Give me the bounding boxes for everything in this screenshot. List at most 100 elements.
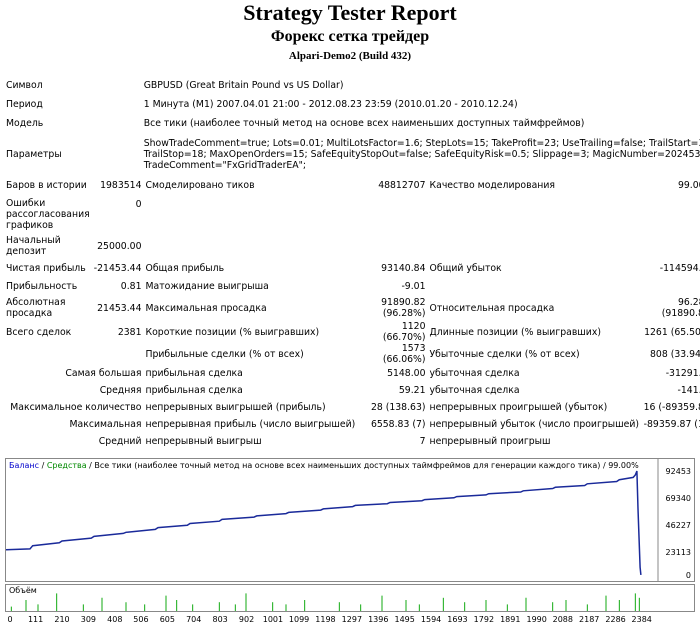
avg-cons-wins-value: 7 bbox=[419, 436, 426, 447]
period-label: Период bbox=[6, 99, 43, 110]
x-tick-label: 1792 bbox=[473, 615, 495, 624]
max-count-label: Максимальное количество bbox=[10, 402, 142, 413]
average-profit-value: 59.21 bbox=[398, 385, 426, 396]
period-value: 1 Минута (M1) 2007.04.01 21:00 - 2012.08… bbox=[143, 99, 518, 110]
errors-value: 0 bbox=[135, 199, 142, 210]
volume-plot bbox=[10, 593, 640, 611]
x-tick-label: 1990 bbox=[526, 615, 547, 624]
average-loss-label: убыточная сделка bbox=[429, 385, 520, 396]
x-tick-label: 1099 bbox=[288, 615, 310, 624]
profit-trades-value: 1573 (66.06%) bbox=[382, 343, 426, 365]
largest-loss-value: -31291.40 bbox=[665, 368, 700, 379]
deposit-label: Начальный депозит bbox=[6, 235, 61, 257]
avg-cons-losses-value: 4 bbox=[641, 433, 700, 450]
x-tick-label: 309 bbox=[80, 615, 97, 624]
x-tick-label: 111 bbox=[27, 615, 44, 624]
max-cons-wins-value: 28 (138.63) bbox=[370, 402, 426, 413]
errors-label: Ошибки рассогласования графиков bbox=[6, 197, 90, 231]
bars-value: 1983514 bbox=[100, 179, 142, 191]
maximal-profit-value: 6558.83 (7) bbox=[370, 419, 426, 430]
balance-series-line bbox=[5, 470, 642, 575]
maximal-profit-label: непрерывная прибыль (число выигрышей) bbox=[145, 419, 356, 430]
x-tick-label: 2286 bbox=[605, 615, 626, 624]
x-tick-label: 1495 bbox=[394, 615, 415, 624]
gross-profit-value: 93140.84 bbox=[381, 262, 426, 274]
report-title: Strategy Tester Report bbox=[243, 0, 457, 25]
max-drawdown-label: Максимальная просадка bbox=[145, 302, 267, 314]
max-cons-losses-value: 16 (-89359.87) bbox=[643, 402, 700, 413]
params-label: Параметры bbox=[6, 148, 62, 160]
total-trades-label: Всего сделок bbox=[6, 326, 72, 338]
x-tick-label: 506 bbox=[133, 615, 149, 624]
maximal-loss-value: -89359.87 (16) bbox=[643, 419, 700, 430]
x-tick-label: 2088 bbox=[552, 615, 573, 624]
x-tick-label: 1891 bbox=[500, 615, 521, 624]
max-cons-wins-label: непрерывных выигрышей (прибыль) bbox=[145, 402, 326, 413]
x-tick-label: 605 bbox=[159, 615, 175, 624]
symbol-label: Символ bbox=[6, 80, 43, 91]
params-value: ShowTradeComment=true; Lots=0.01; MultiL… bbox=[92, 133, 700, 175]
x-tick-label: 1396 bbox=[368, 615, 389, 624]
largest-label: Самая большая bbox=[65, 368, 142, 379]
gross-profit-label: Общая прибыль bbox=[145, 262, 225, 274]
average-label: Средняя bbox=[99, 385, 142, 396]
profit-factor-value: 0.81 bbox=[120, 280, 142, 292]
maximal-label: Максимальная bbox=[69, 419, 142, 430]
legend-balance: Баланс bbox=[9, 461, 40, 470]
report-table: Символ GBPUSD (Great Britain Pound vs US… bbox=[4, 76, 700, 450]
short-positions-label: Короткие позиции (% выигравших) bbox=[145, 326, 320, 338]
y-tick-label: 92453 bbox=[666, 467, 691, 476]
rel-drawdown-value: 96.28% (91890.82) bbox=[661, 297, 700, 319]
payoff-value: -9.01 bbox=[401, 280, 426, 292]
x-tick-label: 1297 bbox=[341, 615, 363, 624]
avg-cons-wins-label: непрерывный выигрыш bbox=[145, 436, 262, 447]
x-tick-label: 2384 bbox=[631, 615, 652, 624]
params-line: TradeComment="FxGridTraderEA"; bbox=[143, 159, 307, 171]
legend-equity: Средства bbox=[46, 461, 87, 470]
volume-label: Объём bbox=[9, 586, 37, 595]
bars-label: Баров в истории bbox=[6, 179, 87, 191]
loss-trades-value: 808 (33.94%) bbox=[650, 348, 700, 360]
avg-cons-losses-label: непрерывный проигрыш bbox=[429, 436, 551, 447]
x-tick-label: 0 bbox=[7, 615, 13, 624]
x-tick-label: 1693 bbox=[447, 615, 468, 624]
x-tick-label: 1594 bbox=[420, 615, 442, 624]
long-positions-value: 1261 (65.50%) bbox=[644, 326, 700, 338]
symbol-value: GBPUSD (Great Britain Pound vs US Dollar… bbox=[143, 80, 344, 91]
net-profit-label: Чистая прибыль bbox=[6, 262, 86, 274]
model-label: Модель bbox=[6, 118, 44, 129]
ticks-value: 48812707 bbox=[378, 179, 426, 191]
short-positions-value: 1120 (66.70%) bbox=[382, 321, 426, 343]
avg-cons-label: Средний bbox=[98, 436, 142, 447]
quality-label: Качество моделирования bbox=[429, 179, 555, 191]
balance-chart-plot: 92453 69340 46227 23113 0 bbox=[5, 459, 691, 581]
y-tick-label: 23113 bbox=[666, 548, 691, 557]
x-tick-label: 704 bbox=[186, 615, 202, 624]
x-tick-label: 408 bbox=[107, 615, 123, 624]
model-value: Все тики (наиболее точный метод на основ… bbox=[143, 118, 585, 129]
net-profit-value: -21453.44 bbox=[93, 262, 142, 274]
profit-factor-label: Прибыльность bbox=[6, 280, 78, 292]
largest-loss-label: убыточная сделка bbox=[429, 368, 520, 379]
rel-drawdown-label: Относительная просадка bbox=[429, 302, 555, 314]
x-axis: 0 111 210 309 408 506 605 704 803 902 1001 1099 1198… bbox=[5, 612, 695, 630]
x-tick-label: 2187 bbox=[579, 615, 600, 624]
x-tick-label: 1001 bbox=[262, 615, 284, 624]
gross-loss-value: -114594.28 bbox=[659, 262, 700, 274]
deposit-value: 25000.00 bbox=[97, 240, 142, 252]
max-drawdown-value: 91890.82 (96.28%) bbox=[381, 297, 426, 319]
gross-loss-label: Общий убыток bbox=[429, 262, 502, 274]
x-tick-label: 803 bbox=[212, 615, 228, 624]
quality-value: 99.00% bbox=[677, 179, 700, 191]
x-tick-label: 210 bbox=[54, 615, 70, 624]
max-cons-losses-label: непрерывных проигрышей (убыток) bbox=[429, 402, 608, 413]
chart-legend: Баланс / Средства / Все тики (наиболее т… bbox=[9, 461, 639, 470]
legend-quality: 99.00% bbox=[608, 461, 639, 470]
balance-chart: Баланс / Средства / Все тики (наиболее т… bbox=[5, 458, 695, 582]
maximal-loss-label: непрерывный убыток (число проигрышей) bbox=[429, 419, 639, 430]
x-tick-label: 902 bbox=[238, 615, 255, 624]
loss-trades-label: Убыточные сделки (% от всех) bbox=[429, 348, 580, 360]
y-tick-label: 69340 bbox=[666, 494, 691, 503]
server-name: Alpari-Demo2 (Build 432) bbox=[288, 50, 412, 62]
report-subtitle: Форекс сетка трейдер bbox=[270, 28, 430, 45]
